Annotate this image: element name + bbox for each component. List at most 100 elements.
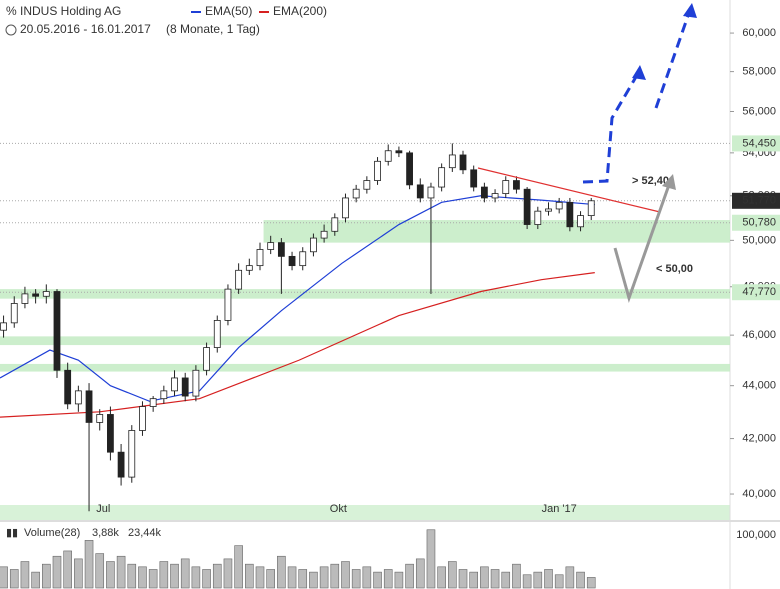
volume-bar — [287, 566, 297, 589]
candle-body — [491, 193, 499, 199]
volume-bar — [63, 550, 72, 589]
candle-body — [406, 152, 413, 186]
volume-bar — [255, 566, 265, 589]
candle-body — [235, 269, 243, 290]
volume-bar — [74, 558, 83, 589]
candle-body — [267, 242, 275, 250]
volume-last: 3,88k — [92, 527, 119, 539]
x-tick-label: Jan '17 — [542, 503, 577, 515]
candle-body — [427, 186, 435, 199]
volume-bar — [42, 563, 51, 589]
candle-body — [171, 377, 178, 392]
volume-bar — [9, 569, 19, 589]
volume-bar — [373, 571, 382, 589]
volume-bar — [586, 577, 596, 589]
candle-body — [566, 201, 574, 228]
date-strip — [0, 505, 730, 520]
volume-average: 23,44k — [128, 527, 162, 539]
volume-bar — [405, 563, 414, 589]
volume-bar — [106, 561, 115, 589]
support-zone — [0, 289, 730, 299]
period: (8 Monate, 1 Tag) — [166, 22, 260, 36]
volume-bar — [212, 563, 222, 589]
candle-body — [160, 390, 168, 400]
price-label: 47,770 — [742, 286, 776, 298]
candle-body — [523, 188, 531, 225]
candle-body — [32, 293, 40, 297]
volume-bar — [127, 563, 137, 589]
volume-bar — [458, 569, 468, 589]
candle-body — [181, 377, 189, 397]
volume-bar — [362, 566, 372, 589]
candle-body — [0, 322, 7, 331]
candle-body — [288, 255, 296, 267]
legend-label: EMA(200) — [273, 4, 327, 18]
candle-body — [320, 230, 328, 239]
volume-bar — [426, 529, 436, 589]
candle-body — [21, 293, 29, 304]
volume-bar — [533, 571, 543, 589]
volume-bar — [277, 555, 286, 589]
price-box — [732, 135, 780, 152]
volume-bar — [341, 561, 350, 589]
candle-body — [555, 201, 563, 210]
candle-body — [128, 430, 136, 478]
candle-body — [502, 180, 510, 194]
chart-title: INDUS Holding AG — [20, 4, 121, 18]
price-label: 51,770 — [742, 195, 776, 207]
candle-body — [438, 167, 446, 188]
volume-bar — [330, 563, 340, 589]
volume-bar — [544, 569, 553, 589]
ema-line — [0, 272, 595, 418]
volume-bar — [191, 566, 201, 589]
price-box — [732, 214, 780, 231]
candle-body — [331, 217, 339, 232]
volume-bar — [480, 566, 489, 589]
x-tick-label: Okt — [330, 503, 347, 515]
volume-bar — [437, 566, 446, 589]
plot: 40,00042,00044,00046,00048,00050,00052,0… — [0, 27, 780, 589]
price-label: 50,780 — [742, 217, 776, 229]
volume-bar — [170, 563, 179, 589]
candle-body — [545, 208, 552, 212]
candle-body — [448, 154, 456, 169]
candle-body — [363, 180, 371, 190]
candle-body — [470, 169, 478, 188]
candle-body — [256, 249, 264, 267]
volume-bar — [448, 561, 457, 589]
annotation: > 52,40 — [632, 175, 669, 187]
candle-body — [480, 186, 488, 199]
candle-body — [416, 184, 424, 199]
arrow-head — [632, 65, 646, 80]
candle-body — [213, 320, 221, 348]
volume-bar — [309, 571, 318, 589]
candle-body — [534, 210, 542, 225]
candle-body — [245, 265, 253, 271]
candle-body — [203, 347, 210, 371]
volume-bar — [234, 545, 243, 589]
candle-body — [224, 288, 232, 321]
price-box — [732, 192, 780, 209]
candle-body — [10, 303, 18, 324]
forecast-arrow — [654, 9, 692, 109]
arrow-head — [683, 3, 697, 18]
volume-bar — [0, 566, 8, 589]
volume-bar — [84, 540, 94, 589]
candle-body — [96, 414, 104, 423]
x-tick-label: Jul — [96, 503, 110, 515]
y-tick-label: 46,000 — [742, 329, 776, 341]
candle-body — [577, 215, 584, 228]
volume-bar — [501, 571, 511, 589]
volume-bar — [383, 569, 393, 589]
volume-bar — [116, 555, 126, 589]
support-zone — [0, 336, 730, 346]
candle-body — [53, 291, 61, 371]
candle-body — [342, 197, 349, 219]
volume-bar — [138, 566, 147, 589]
volume-bar — [415, 558, 425, 589]
candle-body — [395, 150, 403, 154]
volume-bar — [565, 566, 575, 589]
volume-bar — [394, 571, 404, 589]
volume-bar — [522, 574, 532, 589]
